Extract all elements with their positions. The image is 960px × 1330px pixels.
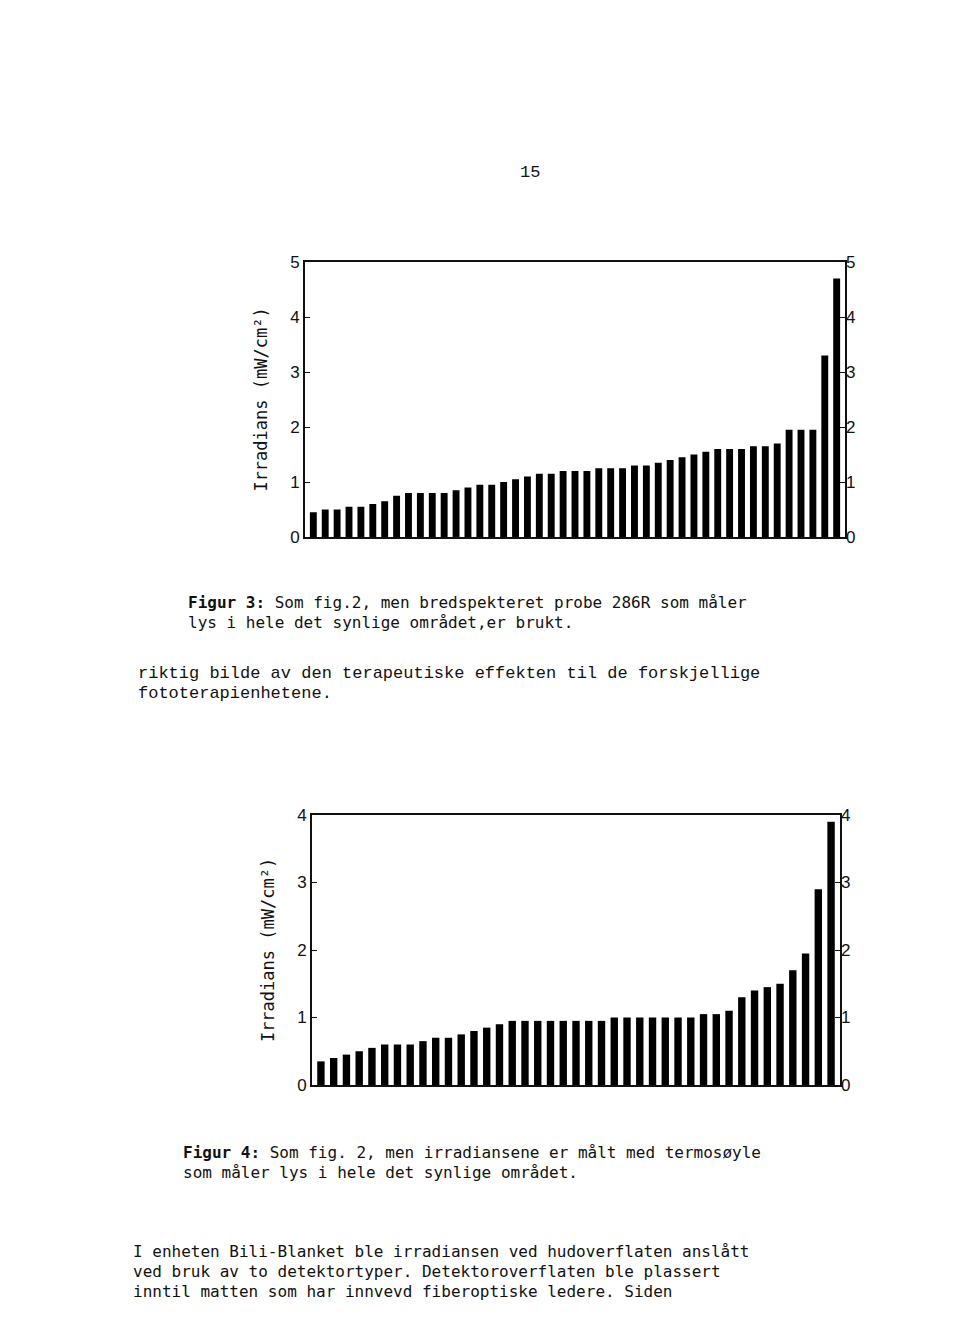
- svg-text:2: 2: [846, 418, 855, 437]
- html-text:15: 15: [520, 163, 541, 182]
- svg-text:2: 2: [841, 941, 850, 960]
- svg-text:2: 2: [297, 941, 306, 960]
- svg-text:5: 5: [290, 253, 299, 272]
- svg-text:0: 0: [841, 1076, 850, 1095]
- svg-text:3: 3: [290, 363, 299, 382]
- html-text:lys i hele det synlige området: lys i hele det synlige området,er brukt.: [188, 613, 574, 632]
- svg-text:0: 0: [290, 528, 299, 547]
- html-text:fototerapienhetene.: fototerapienhetene.: [138, 684, 332, 703]
- svg-text:4: 4: [290, 308, 299, 327]
- html-text:inntil matten som har innvevd: inntil matten som har innvevd fiberoptis…: [133, 1282, 673, 1301]
- svg-text:1: 1: [846, 473, 855, 492]
- html-text:I enheten Bili-Blanket ble irr: I enheten Bili-Blanket ble irradiansen v…: [133, 1242, 750, 1261]
- html-text:som måler lys i hele det synli: som måler lys i hele det synlige området…: [183, 1163, 578, 1182]
- svg-text:1: 1: [290, 473, 299, 492]
- svg-text:4: 4: [841, 806, 850, 825]
- svg-text:0: 0: [297, 1076, 306, 1095]
- html-text:riktig bilde av den terapeutis: riktig bilde av den terapeutiske effekte…: [138, 664, 761, 683]
- svg-text:Irradians (mW/cm²): Irradians (mW/cm²): [258, 858, 278, 1042]
- html-text:Figur 3: Som fig.2, men bredsp: Figur 3: Som fig.2, men bredspekteret pr…: [188, 593, 747, 612]
- svg-text:2: 2: [290, 418, 299, 437]
- svg-text:1: 1: [841, 1008, 850, 1027]
- svg-text:1: 1: [297, 1008, 306, 1027]
- svg-text:5: 5: [846, 253, 855, 272]
- svg-text:3: 3: [297, 873, 306, 892]
- svg-text:0: 0: [846, 528, 855, 547]
- svg-text:3: 3: [841, 873, 850, 892]
- html-text:Figur 4: Som fig. 2, men irrad: Figur 4: Som fig. 2, men irradiansene er…: [183, 1143, 761, 1162]
- svg-text:4: 4: [846, 308, 855, 327]
- svg-text:4: 4: [297, 806, 306, 825]
- html-text:ved bruk av to detektortyper.: ved bruk av to detektortyper. Detektorov…: [133, 1262, 721, 1281]
- svg-text:3: 3: [846, 363, 855, 382]
- svg-text:Irradians (mW/cm²): Irradians (mW/cm²): [251, 307, 271, 491]
